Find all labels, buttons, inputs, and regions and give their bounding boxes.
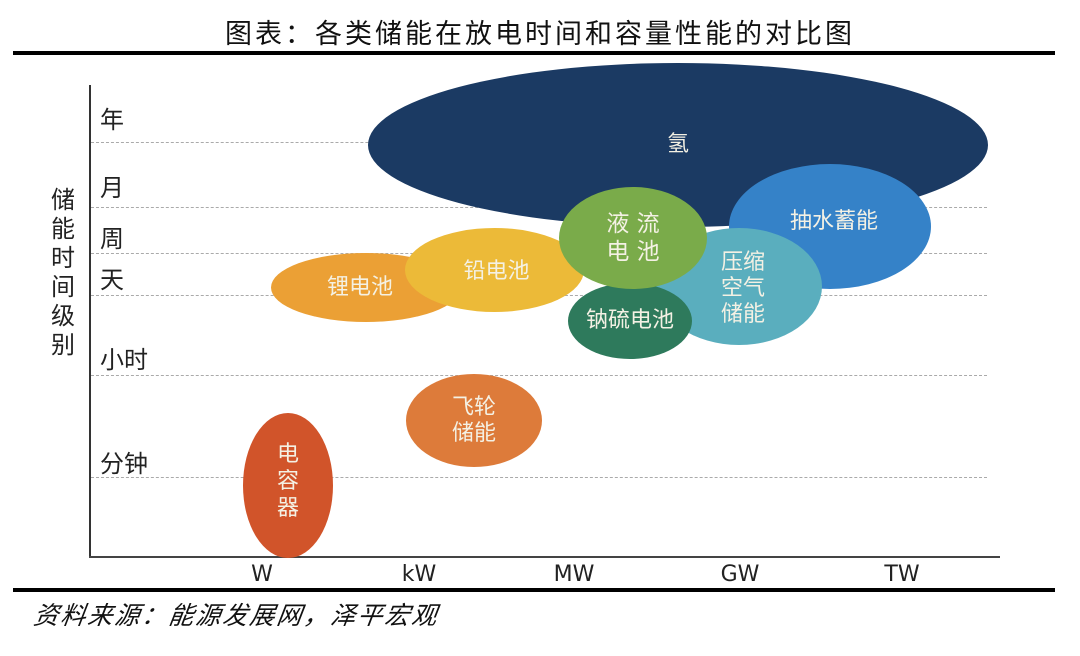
y-tick-label: 天: [100, 266, 124, 294]
y-tick-label: 年: [100, 106, 124, 134]
bubble-lead-battery: 铅电池: [405, 228, 584, 312]
gridline: [91, 375, 987, 376]
bubble-label: 压缩 空气 储能: [720, 249, 765, 327]
bubble-label: 电 容 器: [276, 442, 299, 521]
y-tick-label: 月: [100, 174, 124, 202]
bubble-flywheel: 飞轮 储能: [406, 374, 542, 467]
x-tick-label: TW: [884, 562, 920, 587]
y-axis: [89, 85, 91, 558]
y-axis-title: 储能时间级别: [51, 186, 75, 359]
x-tick-label: MW: [553, 562, 595, 587]
x-tick-label: GW: [720, 562, 760, 587]
bubble-label: 液 流 电 池: [606, 211, 660, 265]
bubble-capacitor: 电 容 器: [243, 413, 333, 558]
title-rule: [13, 51, 1055, 55]
bubble-sodium-sulfur: 钠硫电池: [568, 283, 692, 359]
gridline: [91, 477, 987, 478]
source-rule: [13, 588, 1055, 592]
bubble-label: 氢: [666, 132, 689, 157]
y-tick-label: 小时: [100, 346, 148, 374]
x-tick-label: W: [251, 562, 273, 587]
bubble-flow-battery: 液 流 电 池: [559, 187, 707, 289]
chart-title: 图表：各类储能在放电时间和容量性能的对比图: [225, 19, 855, 50]
bubble-label: 铅电池: [463, 259, 530, 284]
source-note: 资料来源：能源发展网，泽平宏观: [31, 601, 441, 630]
x-tick-label: kW: [401, 562, 437, 587]
y-tick-label: 分钟: [100, 450, 148, 478]
bubble-label: 锂电池: [326, 274, 393, 300]
x-axis: [89, 556, 1000, 558]
bubble-label: 抽水蓄能: [789, 208, 878, 234]
bubble-label: 飞轮 储能: [451, 394, 496, 446]
y-tick-label: 周: [100, 225, 124, 253]
bubble-label: 钠硫电池: [585, 308, 674, 333]
